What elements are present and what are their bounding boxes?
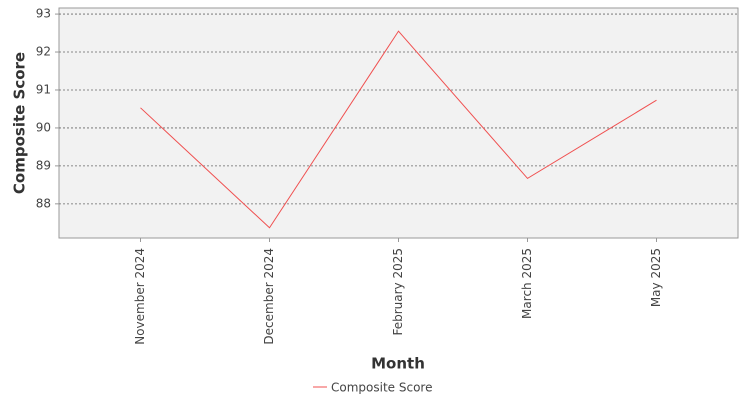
legend-label: Composite Score	[331, 381, 432, 395]
y-tick-label: 89	[36, 158, 51, 172]
x-tick-label: December 2024	[262, 248, 276, 345]
x-tick-label: February 2025	[391, 248, 405, 336]
x-axis-title: Month	[371, 355, 425, 373]
plot-area	[58, 7, 739, 239]
x-tick-label: May 2025	[649, 248, 663, 307]
y-axis-title: Composite Score	[11, 52, 29, 194]
y-tick-label: 93	[36, 7, 51, 21]
x-tick-label: March 2025	[520, 248, 534, 319]
y-tick-label: 90	[36, 120, 51, 134]
x-tick-label: November 2024	[133, 248, 147, 345]
y-tick-label: 88	[36, 196, 51, 210]
y-tick-label: 92	[36, 45, 51, 59]
y-tick-label: 91	[36, 82, 51, 96]
line-series	[140, 30, 657, 229]
